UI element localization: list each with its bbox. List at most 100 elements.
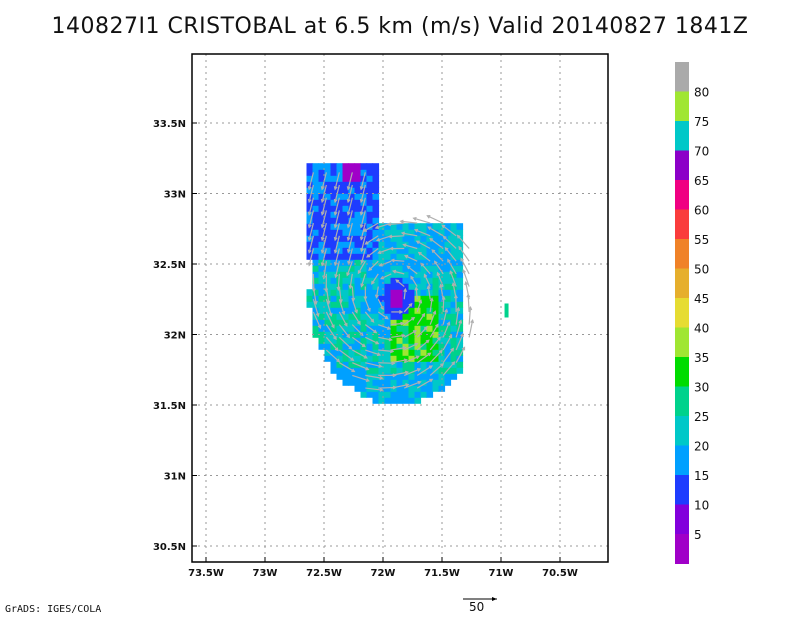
wind-vector-head — [378, 364, 383, 368]
wind-vector-head — [386, 222, 392, 227]
speed-cell — [330, 217, 338, 224]
speed-cell — [354, 265, 362, 272]
speed-cell — [402, 289, 410, 296]
speed-cell — [354, 163, 362, 170]
wind-vector — [352, 374, 370, 382]
speed-cell — [354, 379, 362, 386]
wind-vector — [377, 298, 384, 310]
speed-cell — [336, 337, 344, 344]
wind-vector — [442, 348, 454, 364]
speed-cell — [402, 367, 410, 374]
wind-vector-head — [431, 249, 436, 254]
speed-cell — [438, 223, 446, 230]
wind-vector-head — [362, 228, 367, 232]
speed-cell — [408, 283, 416, 290]
speed-cell — [450, 295, 458, 302]
speed-cell — [432, 265, 440, 272]
speed-cell — [342, 283, 350, 290]
speed-cell — [414, 373, 422, 380]
speed-cell — [324, 211, 332, 218]
wind-vector-head — [334, 347, 339, 352]
speed-cell — [378, 391, 386, 398]
wind-vector-head — [380, 275, 385, 280]
speed-cell — [426, 277, 434, 284]
speed-cell — [360, 337, 368, 344]
wind-vector — [347, 235, 353, 253]
speed-cell — [336, 361, 344, 368]
speed-cell — [396, 379, 404, 386]
wind-vector-head — [354, 309, 358, 314]
speed-cell — [336, 295, 344, 302]
speed-cell — [414, 337, 422, 344]
speed-cell — [330, 205, 338, 212]
wind-vector-head — [429, 297, 434, 302]
speed-cell — [384, 283, 392, 290]
speed-cell — [336, 175, 344, 182]
speed-cell — [456, 265, 464, 272]
speed-cell — [420, 265, 428, 272]
wind-vector — [404, 355, 419, 364]
speed-cell — [312, 325, 320, 332]
wind-vector — [404, 368, 421, 376]
wind-vector — [365, 349, 381, 356]
wind-vector-head — [360, 283, 365, 288]
lon-tick-label: 72W — [371, 568, 396, 579]
speed-cell — [372, 385, 380, 392]
speed-cell — [444, 271, 452, 278]
speed-cell — [396, 325, 404, 332]
speed-cell — [372, 193, 380, 200]
speed-cell — [408, 349, 416, 356]
wind-vector-head — [359, 198, 364, 204]
wind-vector — [455, 333, 464, 351]
lon-tick-label: 73W — [253, 568, 278, 579]
speed-cell — [456, 301, 464, 308]
speed-cell — [408, 259, 416, 266]
wind-vector — [308, 222, 314, 241]
wind-vector — [334, 235, 340, 253]
speed-cell — [384, 367, 392, 374]
speed-cell — [414, 271, 422, 278]
speed-cell — [324, 247, 332, 254]
speed-cell — [330, 163, 338, 170]
speed-cell — [432, 337, 440, 344]
speed-cell — [432, 289, 440, 296]
speed-cell — [444, 277, 452, 284]
wind-vector-head — [388, 337, 393, 342]
wind-vector — [415, 287, 418, 300]
speed-cell — [456, 355, 464, 362]
speed-cell — [324, 331, 332, 338]
speed-cell — [348, 313, 356, 320]
speed-cell — [318, 277, 326, 284]
colorbar-segment — [675, 357, 689, 387]
speed-cell — [372, 271, 380, 278]
speed-cell — [324, 259, 332, 266]
speed-cell — [432, 313, 440, 320]
speed-cell — [390, 289, 398, 296]
speed-cell — [330, 193, 338, 200]
speed-cell — [312, 193, 320, 200]
speed-cell — [372, 187, 380, 194]
wind-vector-head — [438, 349, 443, 354]
wind-vector-head — [433, 260, 438, 265]
speed-cell — [402, 391, 410, 398]
speed-cell — [342, 319, 350, 326]
speed-cell — [330, 247, 338, 254]
speed-cell — [408, 385, 416, 392]
speed-cell — [390, 391, 398, 398]
speed-cell — [420, 271, 428, 278]
wind-vector — [347, 184, 353, 203]
speed-cell — [414, 301, 422, 308]
wind-vector — [457, 235, 470, 249]
wind-vector-head — [414, 342, 419, 347]
speed-cell — [360, 373, 368, 380]
speed-cell — [324, 271, 332, 278]
speed-cell — [384, 343, 392, 350]
speed-cell — [408, 367, 416, 374]
wind-vector — [308, 172, 314, 190]
wind-vector-head — [359, 186, 364, 191]
speed-cell — [408, 379, 416, 386]
wind-vector — [416, 352, 431, 364]
speed-cell — [372, 283, 380, 290]
speed-cell — [426, 361, 434, 368]
speed-cell — [414, 319, 422, 326]
